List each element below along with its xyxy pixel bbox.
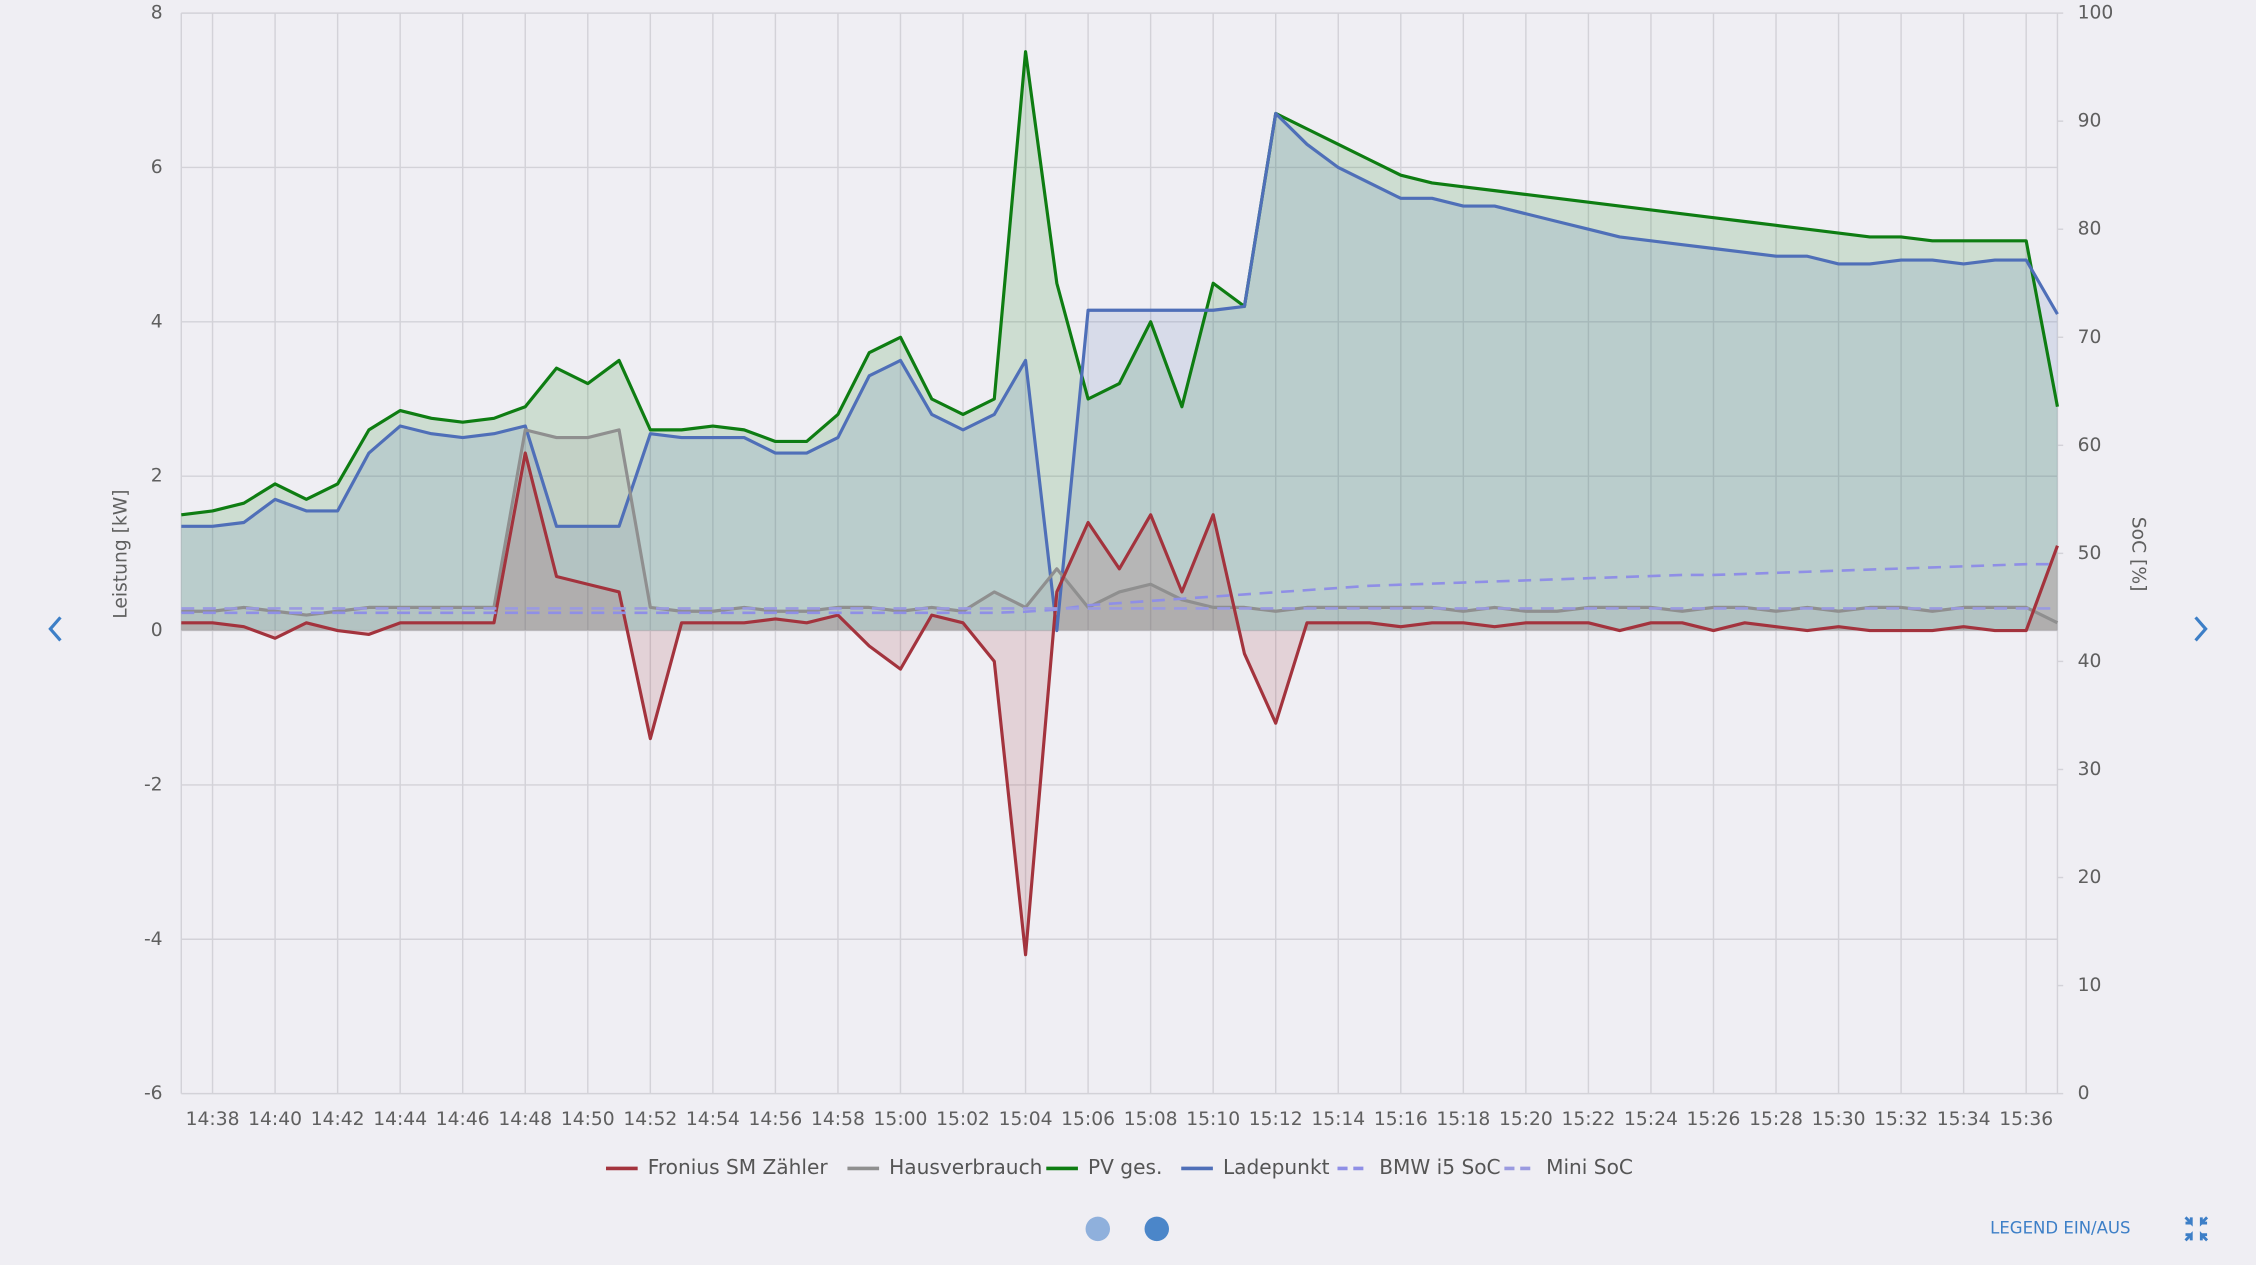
y2-axis-title: SoC [%]	[2128, 517, 2149, 592]
series-line	[181, 111, 2059, 633]
x-tick-label: 14:42	[311, 1109, 365, 1130]
x-tick-label: 14:40	[248, 1109, 302, 1130]
x-tick-label: 15:20	[1499, 1109, 1553, 1130]
y-tick-label: 2	[151, 466, 163, 487]
x-tick-label: 15:30	[1812, 1109, 1866, 1130]
y2-tick-label: 100	[2078, 3, 2114, 24]
x-tick-label: 15:00	[874, 1109, 928, 1130]
x-tick-label: 15:36	[1999, 1109, 2053, 1130]
x-tick-label: 15:22	[1561, 1109, 1615, 1130]
x-tick-label: 15:10	[1186, 1109, 1240, 1130]
page-dot-active[interactable]	[1144, 1216, 1170, 1242]
x-tick-label: 14:48	[498, 1109, 552, 1130]
series-line	[181, 451, 2059, 957]
x-tick-label: 14:50	[561, 1109, 615, 1130]
y-tick-label: 4	[151, 311, 163, 332]
prev-arrow[interactable]	[48, 616, 62, 642]
y-axis-title: Leistung [kW]	[110, 489, 131, 618]
x-tick-label: 15:02	[936, 1109, 990, 1130]
legend-label: Fronius SM Zähler	[648, 1155, 829, 1179]
y2-tick-label: 60	[2078, 435, 2102, 456]
series-line	[181, 50, 2060, 517]
legend-label: BMW i5 SoC	[1379, 1155, 1500, 1179]
area	[181, 51, 2058, 631]
x-tick-label: 14:54	[686, 1109, 740, 1130]
x-tick-label: 15:06	[1061, 1109, 1115, 1130]
y-tick-label: 0	[151, 620, 163, 641]
x-tick-label: 15:28	[1749, 1109, 1803, 1130]
y-tick-label: -6	[144, 1083, 163, 1104]
legend-label: PV ges.	[1088, 1155, 1162, 1179]
x-tick-label: 14:44	[373, 1109, 427, 1130]
x-tick-label: 15:16	[1374, 1109, 1428, 1130]
grid	[180, 12, 2059, 1095]
x-tick-label: 15:18	[1436, 1109, 1490, 1130]
y2-tick-label: 20	[2078, 867, 2102, 888]
y-tick-label: -2	[144, 774, 163, 795]
area	[181, 429, 2058, 631]
x-tick-label: 15:26	[1687, 1109, 1741, 1130]
x-tick-label: 14:52	[623, 1109, 677, 1130]
page-dot[interactable]	[1085, 1216, 1111, 1242]
series-line	[181, 562, 2058, 615]
legend-label: Hausverbrauch	[889, 1155, 1042, 1179]
x-tick-label: 15:08	[1124, 1109, 1178, 1130]
legend-label: Mini SoC	[1546, 1155, 1633, 1179]
x-tick-label: 15:24	[1624, 1109, 1678, 1130]
x-tick-label: 14:56	[748, 1109, 802, 1130]
y-tick-label: 8	[151, 3, 163, 24]
legend-toggle-button[interactable]: LEGEND EIN/AUS	[1990, 1218, 2130, 1237]
y2-tick-label: 90	[2078, 111, 2102, 132]
legend: Fronius SM Zähler Hausverbrauch PV ges. Lad…	[606, 1155, 1633, 1179]
x-tick-label: 14:58	[811, 1109, 865, 1130]
y2-tick-label: 40	[2078, 651, 2102, 672]
x-tick-label: 15:14	[1311, 1109, 1365, 1130]
x-tick-label: 14:38	[186, 1109, 240, 1130]
x-tick-label: 15:12	[1249, 1109, 1303, 1130]
legend-label: Ladepunkt	[1223, 1155, 1330, 1179]
y2-tick-label: 80	[2078, 219, 2102, 240]
y2-tick-label: 50	[2078, 543, 2102, 564]
area	[181, 113, 2058, 631]
x-tick-label: 15:34	[1937, 1109, 1991, 1130]
x-tick-label: 15:32	[1874, 1109, 1928, 1130]
x-tick-label: 14:46	[436, 1109, 490, 1130]
y-tick-label: -4	[144, 929, 163, 950]
y2-tick-label: 0	[2078, 1083, 2090, 1104]
y-tick-label: 6	[151, 157, 163, 178]
collapse-icon[interactable]	[2184, 1216, 2209, 1242]
next-arrow[interactable]	[2194, 616, 2208, 642]
y2-tick-label: 30	[2078, 759, 2102, 780]
y2-tick-label: 10	[2078, 975, 2102, 996]
x-tick-label: 15:04	[999, 1109, 1053, 1130]
y2-tick-label: 70	[2078, 327, 2102, 348]
